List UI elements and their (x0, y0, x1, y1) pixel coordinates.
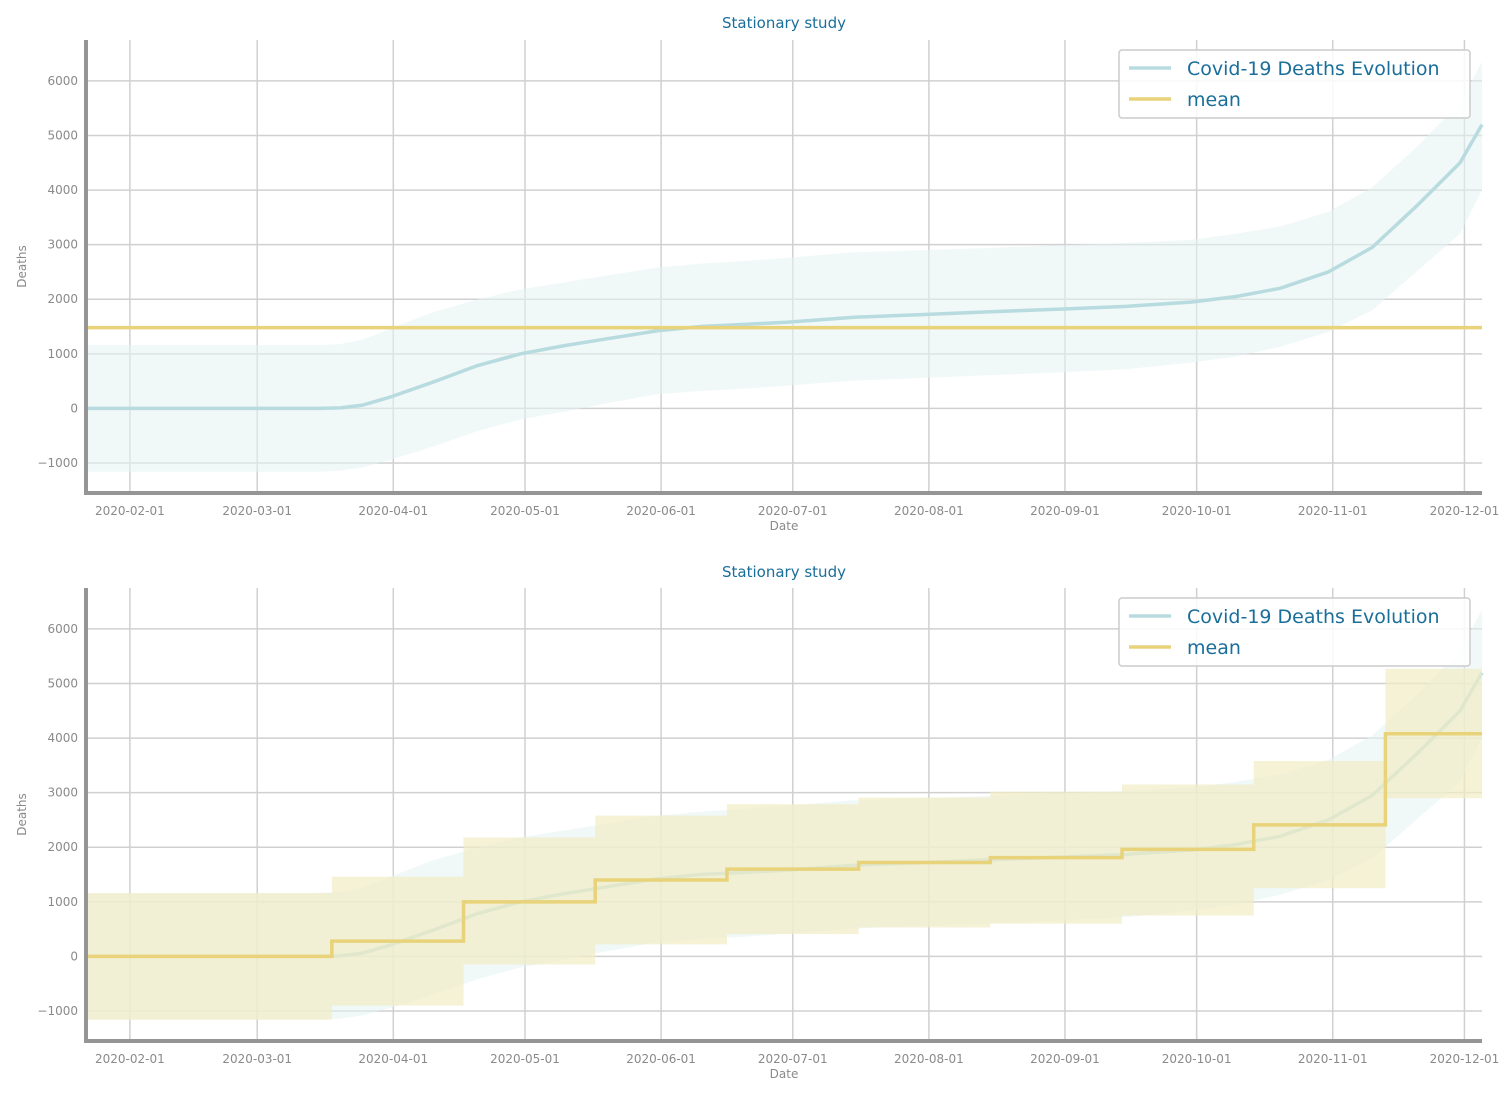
y-tick-label: 3000 (47, 238, 78, 252)
x-tick-labels: 2020-02-01 2020-03-01 2020-04-01 2020-05-01… (95, 1052, 1499, 1066)
y-tick-labels: −1000 0 1000 2000 3000 4000 5000 6000 (37, 74, 78, 470)
x-tick-label: 2020-07-01 (758, 1052, 828, 1066)
x-tick-label: 2020-11-01 (1298, 504, 1368, 518)
series-covid-19-deaths-evolution (86, 61, 1484, 472)
y-tick-label: 0 (70, 401, 78, 415)
y-tick-label: 2000 (47, 292, 78, 306)
x-tick-label: 2020-03-01 (222, 1052, 292, 1066)
x-tick-labels: 2020-02-01 2020-03-01 2020-04-01 2020-05-01… (95, 504, 1499, 518)
y-tick-label: 2000 (47, 840, 78, 854)
legend: Covid-19 Deaths Evolution mean (1118, 49, 1471, 119)
x-tick-label: 2020-06-01 (626, 504, 696, 518)
x-tick-label: 2020-08-01 (894, 504, 964, 518)
chart-2: 2020-02-01 2020-03-01 2020-04-01 2020-05-01… (15, 563, 1499, 1081)
y-tick-label: 5000 (47, 129, 78, 143)
y-tick-label: −1000 (37, 456, 78, 470)
y-tick-label: 3000 (47, 786, 78, 800)
mean-line (86, 731, 1482, 959)
y-axis-label: Deaths (15, 793, 29, 836)
x-tick-label: 2020-07-01 (758, 504, 828, 518)
y-tick-label: 6000 (47, 622, 78, 636)
y-tick-label: 4000 (47, 731, 78, 745)
legend: Covid-19 Deaths Evolution mean (1118, 597, 1471, 667)
legend-box (1118, 49, 1471, 119)
x-tick-label: 2020-09-01 (1030, 504, 1100, 518)
legend-entry: mean (1187, 89, 1241, 111)
x-tick-label: 2020-05-01 (490, 504, 560, 518)
x-tick-label: 2020-06-01 (626, 1052, 696, 1066)
series-mean (86, 668, 1482, 1020)
chart-title: Stationary study (722, 14, 846, 32)
legend-entry: Covid-19 Deaths Evolution (1187, 606, 1440, 628)
y-tick-label: −1000 (37, 1004, 78, 1018)
x-tick-label: 2020-10-01 (1162, 1052, 1232, 1066)
chart-1: 2020-02-01 2020-03-01 2020-04-01 2020-05-01… (15, 14, 1499, 533)
legend-entry: mean (1187, 637, 1241, 659)
y-tick-label: 6000 (47, 74, 78, 88)
y-tick-label: 0 (70, 949, 78, 963)
x-tick-label: 2020-08-01 (894, 1052, 964, 1066)
x-axis-label: Date (770, 519, 799, 533)
chart-title: Stationary study (722, 563, 846, 581)
x-tick-label: 2020-02-01 (95, 504, 165, 518)
x-tick-label: 2020-03-01 (222, 504, 292, 518)
x-tick-label: 2020-09-01 (1030, 1052, 1100, 1066)
x-tick-label: 2020-05-01 (490, 1052, 560, 1066)
x-tick-label: 2020-11-01 (1298, 1052, 1368, 1066)
x-tick-label: 2020-12-01 (1430, 504, 1500, 518)
x-tick-label: 2020-04-01 (358, 1052, 428, 1066)
legend-entry: Covid-19 Deaths Evolution (1187, 58, 1440, 80)
x-tick-label: 2020-10-01 (1162, 504, 1232, 518)
y-tick-label: 1000 (47, 347, 78, 361)
y-tick-label: 4000 (47, 183, 78, 197)
y-tick-label: 5000 (47, 677, 78, 691)
x-axis-label: Date (770, 1067, 799, 1081)
deaths-line (86, 123, 1484, 411)
x-tick-label: 2020-04-01 (358, 504, 428, 518)
confidence-band (86, 61, 1482, 472)
y-tick-label: 1000 (47, 895, 78, 909)
y-tick-labels: −1000 0 1000 2000 3000 4000 5000 6000 (37, 622, 78, 1018)
x-tick-label: 2020-12-01 (1430, 1052, 1500, 1066)
x-tick-label: 2020-02-01 (95, 1052, 165, 1066)
legend-box (1118, 597, 1471, 667)
y-axis-label: Deaths (15, 245, 29, 288)
